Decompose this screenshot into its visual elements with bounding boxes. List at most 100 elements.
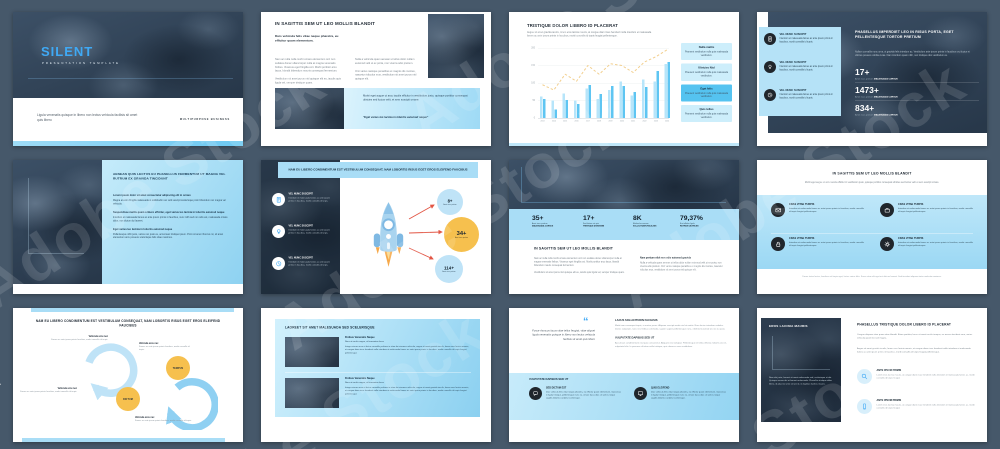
section-head: VULPUTATE DAPIBUS SED UT bbox=[615, 336, 655, 340]
card-title: Ultricies Nisl bbox=[698, 66, 715, 70]
entry-photo bbox=[285, 337, 339, 367]
x-axis-tick: 2021 bbox=[631, 120, 636, 122]
feature-body: Interdum et malesuada fames ac ante ipsu… bbox=[288, 260, 330, 267]
slide-image-list: LAOREET SIT AMET MALESUADA SED SCELERISQ… bbox=[261, 308, 491, 442]
body-text: Vestibulum sit amet purus nisl quisque e… bbox=[534, 271, 625, 274]
connector-arrows bbox=[408, 204, 443, 260]
card-title: Eget felis bbox=[700, 87, 713, 91]
feature-title: CRAS VITAE TURPIS bbox=[789, 237, 815, 240]
bar-chart: 0 50 100 150 200 2013 2014 2015 2016 2017 2018 2019… bbox=[526, 45, 676, 130]
entry-body: Integer viverra arcu ut lectus convallis… bbox=[345, 345, 469, 354]
features-band bbox=[757, 195, 987, 269]
section-head: Eget varius leo lacinia in lobortis euis… bbox=[113, 227, 173, 231]
slide-title: IN SAGITTIS SEM UT LEO MOLLIS BLANDIT bbox=[832, 172, 912, 176]
title-banner: NAM EU LIBERO CONDIMENTUM EST VESTIBULUM… bbox=[278, 162, 478, 178]
body-text: Orci varius natoque penatibus et magnis … bbox=[355, 69, 417, 81]
slide-features-grid: IN SAGITTIS SEM UT LEO MOLLIS BLANDIT Mo… bbox=[757, 160, 987, 294]
diagram-label: Vehicula arcu nec Fames ac ante ipsum pr… bbox=[135, 416, 198, 422]
entry-sub: Nunc at iaculis augue, ut fermentum lacu… bbox=[345, 381, 384, 384]
slide-cycle-diagram: NAM EU LIBERO CONDIMENTUM EST VESTIBULUM… bbox=[13, 308, 243, 442]
chart-bar bbox=[599, 94, 603, 118]
card-body: Praesent vestibulum nulla quis malesuada… bbox=[684, 71, 729, 77]
section-head: LACUS SOLLICITUDIN FACILISIS bbox=[615, 319, 658, 322]
entry-body: Integer viverra arcu ut lectus convallis… bbox=[345, 386, 469, 395]
stat-label-bold: TRISTIQUE DIGNISSIM bbox=[583, 224, 605, 228]
label-head: Vehicula arcu nec bbox=[135, 416, 155, 419]
band-heading: VULPUTATE DAPIBUS SED UT bbox=[529, 378, 569, 381]
presentation-subtitle: Presentation Template bbox=[42, 62, 121, 65]
chart-bar bbox=[645, 87, 648, 118]
stat-value: 35+ bbox=[532, 214, 544, 222]
feature-item: CRAS VITAE TURPIS Interdum et malesuada … bbox=[771, 203, 866, 217]
feature-item: VEL NUNC SUSCIPIT Interdum et malesuada … bbox=[272, 225, 335, 238]
chart-bar bbox=[611, 85, 614, 118]
x-axis-tick: 2015 bbox=[563, 120, 568, 122]
gridline bbox=[538, 83, 669, 84]
gridline bbox=[538, 65, 669, 66]
photo-overlay bbox=[761, 318, 841, 422]
slide-title: PHASELLUS TRISTIQUE DOLOR LIBERO ID PLAC… bbox=[857, 323, 952, 327]
feature-item: CRAS VITAE TURPIS Interdum et malesuada … bbox=[880, 203, 975, 217]
feature-item: VEL NUNC SUSCIPIT Interdum et malesuada … bbox=[764, 33, 837, 45]
stat-item: 17+ Amet risus pretium MALESUADA CURSUS bbox=[855, 65, 979, 83]
feature-item: ANTE IPSUM PRIMIS Lorem eros lacinia mau… bbox=[857, 369, 975, 384]
photo-thumbnail bbox=[428, 14, 484, 78]
entry-head: Finibus Venenatis Neque bbox=[345, 377, 375, 380]
accent-bar bbox=[13, 141, 243, 146]
diagram-label: Vehicula arcu nec Fames ac ante ipsum pr… bbox=[18, 387, 77, 393]
body-text: Nulla a vehicula quam aenean ut tellus d… bbox=[640, 261, 723, 271]
feature-title: CRAS VITAE TURPIS bbox=[898, 203, 924, 206]
chart-bar bbox=[562, 93, 566, 118]
feature-body: Interdum et malesuada fames ac ante ipsu… bbox=[779, 93, 833, 99]
feature-body: Lorem eros lacinia mauris, at congue dia… bbox=[876, 373, 975, 380]
callout-text: Morbi eget augue ut arcu iaculis efficit… bbox=[363, 94, 468, 102]
watermark-id-text: Adobe Stock | #580794815 bbox=[0, 324, 2, 445]
frame-line bbox=[521, 167, 522, 202]
feature-body: Duis vehicula felis vitae neque pharetra… bbox=[546, 390, 621, 400]
label-body: Fames ac ante ipsum primis faucibus, mor… bbox=[135, 419, 192, 422]
bottom-strip bbox=[757, 133, 987, 146]
body-text: Nulla a vehicula quam aenean ut tellus d… bbox=[355, 58, 415, 65]
section-body: Morbi non consequat turpis, in auctor pu… bbox=[615, 324, 726, 330]
feature-body: Interdum et malesuada fames ac ante ipsu… bbox=[288, 196, 330, 203]
slide-side-panel-features: EROS LACINIA MAURIS Nam dui justo, laore… bbox=[757, 308, 987, 442]
lightbulb-icon bbox=[272, 225, 285, 238]
stat-label: Amet risus pretium bbox=[855, 113, 874, 117]
quote-text: Fusce rhoncus lacus vitae tellus feugiat… bbox=[532, 329, 595, 341]
accent-bar bbox=[31, 308, 234, 312]
section-item: VULPUTATE DAPIBUS SED UT Accumsan condim… bbox=[615, 337, 729, 349]
gridline bbox=[538, 48, 669, 49]
feature-panel: VEL NUNC SUSCIPIT Interdum et malesuada … bbox=[759, 27, 841, 116]
features-band bbox=[509, 373, 739, 420]
chat-icon bbox=[529, 387, 542, 400]
section-head: Suspendisse mattis quam a libero efficit… bbox=[113, 210, 225, 214]
x-axis-tick: 2016 bbox=[574, 120, 579, 122]
frame-line bbox=[772, 369, 830, 370]
cycle-badge: DICTUM bbox=[116, 387, 140, 411]
body-text: Nam ac nulla nulla morbi ornare elementu… bbox=[275, 58, 338, 73]
quote-mark-icon: “ bbox=[583, 315, 589, 328]
feature-title: CRAS VITAE TURPIS bbox=[789, 203, 815, 206]
stat-list: 17+ Amet risus pretium MALESUADA CURSUS … bbox=[855, 65, 979, 119]
y-axis-tick: 150 bbox=[531, 64, 535, 67]
frame-line bbox=[28, 253, 84, 254]
stat-bubble: 8+ Amet risus pretium bbox=[437, 189, 463, 215]
x-axis-tick: 2022 bbox=[642, 120, 647, 122]
slide-title: AENEAN QUIS LECTUS EU PHASELLUS FERMENTU… bbox=[113, 172, 226, 181]
feature-body: Interdum et malesuada fames ac ante ipsu… bbox=[789, 241, 864, 247]
card-body: Praesent vestibulum nulla quis malesuada… bbox=[684, 112, 729, 119]
text-column: Nam pretium nibh non odio euismod gravid… bbox=[640, 257, 725, 272]
label-body: Fames ac ante ipsum primis faucibus, mor… bbox=[51, 338, 108, 341]
label-head: Vehicula arcu nec bbox=[139, 342, 159, 345]
chart-bar bbox=[619, 81, 622, 118]
section-body: Accumsan condimentum erat quis consectet… bbox=[615, 341, 727, 348]
bubble-label: Amet risus pretium bbox=[442, 270, 456, 273]
stat-item: 35+ Amet risus pretium MALESUADA CURSUS bbox=[532, 214, 553, 227]
card-title: Nulla mattis bbox=[698, 46, 715, 49]
chart-bar bbox=[577, 104, 580, 118]
stat-item: 8K Eleifend accumsan SOLLICITUDIN FACILI… bbox=[633, 214, 656, 227]
frame-line bbox=[772, 336, 773, 369]
chart-bar bbox=[551, 100, 554, 118]
text-column: Nam ac nulla nulla morbi ornare elementu… bbox=[275, 58, 343, 89]
